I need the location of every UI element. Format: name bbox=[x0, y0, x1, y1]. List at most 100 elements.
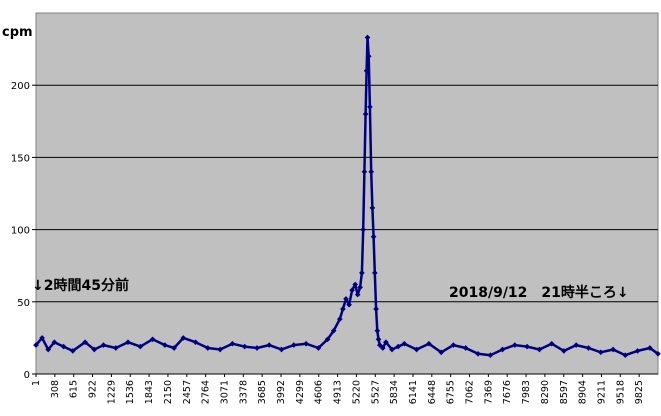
x-tick-label: 6448 bbox=[427, 380, 438, 404]
x-tick-label: 922 bbox=[88, 380, 99, 398]
data-point bbox=[368, 168, 375, 175]
data-point bbox=[336, 316, 343, 322]
data-point bbox=[290, 342, 297, 348]
x-tick-label: 7369 bbox=[483, 380, 494, 404]
x-tick-label: 2457 bbox=[182, 380, 193, 404]
x-tick-label: 9211 bbox=[596, 380, 607, 404]
data-point bbox=[655, 350, 661, 357]
data-point bbox=[359, 270, 365, 276]
data-point bbox=[511, 342, 518, 348]
x-tick-label: 3685 bbox=[257, 380, 268, 404]
data-point bbox=[137, 343, 144, 350]
annotation-right: 2018/9/12 21時半ころ↓ bbox=[449, 284, 629, 301]
data-point bbox=[204, 345, 211, 351]
x-tick-label: 308 bbox=[50, 380, 61, 398]
data-point bbox=[413, 346, 420, 353]
x-tick-label: 5527 bbox=[370, 380, 381, 404]
x-tick-label: 5220 bbox=[351, 380, 362, 404]
data-point bbox=[217, 346, 223, 353]
data-point bbox=[376, 342, 383, 348]
data-point bbox=[91, 346, 98, 353]
data-point bbox=[395, 343, 402, 350]
x-axis-ticks: 1 308 615 922 1229 1536 1843 2150 2457 2764 3071 33… bbox=[31, 373, 658, 404]
x-tick-label: 7983 bbox=[521, 380, 532, 404]
data-point bbox=[171, 345, 177, 351]
data-point bbox=[369, 205, 376, 211]
data-point bbox=[278, 346, 285, 353]
x-tick-label: 7676 bbox=[502, 380, 513, 404]
x-tick-label: 6755 bbox=[446, 380, 457, 404]
data-point bbox=[363, 67, 370, 74]
x-tick-label: 1229 bbox=[106, 380, 117, 404]
y-axis-label: cpm bbox=[2, 25, 33, 40]
data-point bbox=[346, 301, 352, 308]
data-point bbox=[241, 343, 248, 350]
data-point bbox=[426, 340, 432, 347]
data-point bbox=[374, 327, 381, 334]
y-tick-label: 0 bbox=[24, 370, 30, 381]
data-point bbox=[149, 336, 156, 343]
series-group bbox=[33, 34, 661, 359]
data-point bbox=[462, 345, 469, 351]
data-point bbox=[622, 352, 629, 359]
data-point bbox=[112, 345, 119, 351]
data-point bbox=[597, 349, 604, 356]
data-point bbox=[367, 104, 373, 110]
data-point bbox=[499, 346, 506, 353]
data-point bbox=[375, 336, 382, 343]
x-tick-label: 1 bbox=[31, 380, 42, 386]
data-point bbox=[192, 339, 199, 346]
data-point bbox=[450, 342, 457, 348]
data-point bbox=[82, 339, 88, 346]
x-tick-label: 4606 bbox=[314, 380, 325, 404]
x-tick-label: 9825 bbox=[634, 380, 645, 404]
x-tick-label: 2150 bbox=[163, 380, 174, 404]
data-point bbox=[254, 345, 260, 351]
data-point bbox=[379, 345, 386, 351]
x-tick-label: 6141 bbox=[408, 380, 419, 404]
data-point bbox=[536, 346, 543, 353]
x-tick-label: 9518 bbox=[615, 380, 626, 404]
data-point bbox=[647, 345, 653, 351]
data-point bbox=[361, 168, 368, 175]
data-point bbox=[561, 348, 567, 354]
data-point bbox=[610, 346, 616, 353]
data-point bbox=[548, 340, 555, 347]
data-point bbox=[315, 345, 322, 351]
data-point bbox=[401, 340, 408, 347]
x-tick-label: 3071 bbox=[219, 380, 230, 404]
data-point bbox=[475, 350, 481, 357]
y-tick-label: 100 bbox=[11, 226, 30, 237]
data-point bbox=[362, 111, 369, 117]
data-point bbox=[340, 306, 346, 312]
data-point bbox=[229, 340, 236, 347]
data-point bbox=[180, 335, 187, 341]
y-tick-label: 200 bbox=[11, 81, 30, 92]
data-point bbox=[573, 342, 580, 348]
data-point bbox=[438, 349, 445, 356]
x-tick-label: 4913 bbox=[333, 380, 344, 404]
y-tick-label: 150 bbox=[11, 153, 30, 164]
x-tick-label: 8290 bbox=[540, 380, 551, 404]
x-tick-label: 2764 bbox=[201, 380, 212, 404]
data-point bbox=[343, 296, 349, 302]
data-point bbox=[360, 226, 367, 233]
x-tick-label: 1843 bbox=[144, 380, 155, 404]
data-point bbox=[634, 348, 641, 354]
data-point bbox=[371, 270, 378, 276]
data-point bbox=[524, 343, 530, 350]
x-tick-label: 4299 bbox=[295, 380, 306, 404]
data-point bbox=[303, 340, 309, 347]
y-axis-ticks: 0 50 100 150 200 bbox=[11, 81, 36, 381]
data-point bbox=[69, 348, 76, 354]
data-point bbox=[373, 306, 379, 312]
data-point bbox=[349, 287, 355, 294]
data-point bbox=[125, 339, 131, 346]
annotation-left: ↓2時間45分前 bbox=[32, 277, 129, 294]
data-point bbox=[389, 346, 395, 353]
x-tick-label: 3378 bbox=[238, 380, 249, 404]
data-point bbox=[487, 352, 494, 359]
x-tick-label: 8597 bbox=[559, 380, 570, 404]
data-point bbox=[354, 291, 361, 298]
